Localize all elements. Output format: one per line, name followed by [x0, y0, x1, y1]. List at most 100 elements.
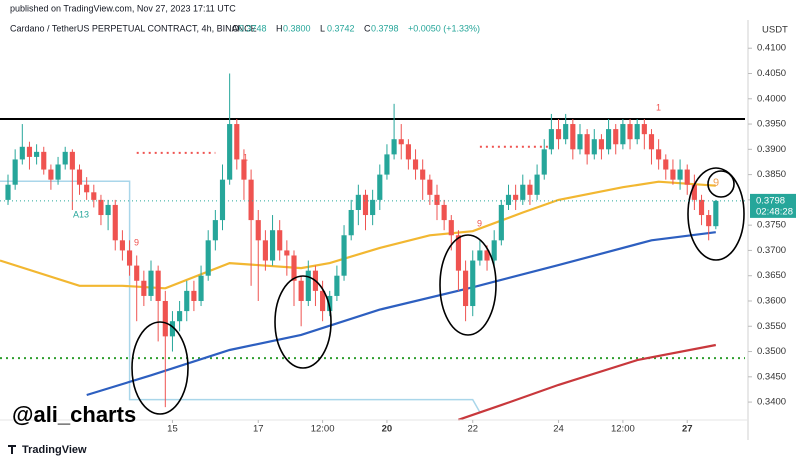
candle-body	[262, 240, 268, 261]
annotation: 9	[134, 237, 139, 247]
candle-body	[606, 129, 612, 150]
candle-body	[55, 164, 61, 180]
ohlc-change: +0.0050 (+1.33%)	[408, 23, 480, 33]
candle-body	[355, 194, 361, 210]
x-tick-label: 27	[682, 424, 693, 435]
ohlc-label: C	[364, 23, 371, 33]
x-tick-label: 20	[382, 424, 393, 435]
y-tick-label: 0.4050	[757, 68, 786, 79]
candle-body	[427, 179, 433, 195]
x-tick-label: 15	[167, 424, 178, 435]
candle-body	[684, 169, 690, 185]
candle-body	[541, 149, 547, 175]
candle-body	[434, 194, 440, 205]
candle-body	[327, 295, 333, 312]
highlight-circle	[687, 167, 745, 261]
candle-body	[505, 194, 512, 205]
candle-body	[91, 192, 97, 200]
last-price-tag	[750, 193, 796, 218]
x-tick-label: 12:00	[311, 424, 335, 435]
y-tick-label: 0.3650	[757, 270, 786, 281]
candle-body	[177, 311, 183, 322]
candle-body	[191, 290, 197, 301]
y-tick-label: 0.4000	[757, 93, 786, 104]
candle-body	[527, 184, 533, 195]
candle-body	[284, 250, 290, 256]
candle-body	[62, 151, 68, 165]
candle-body	[119, 240, 125, 251]
candle-body	[620, 124, 626, 145]
candle-body	[334, 275, 340, 296]
y-tick-label: 0.3600	[757, 295, 786, 306]
x-tick-label: 24	[553, 424, 564, 435]
candle-body	[584, 134, 590, 155]
candle-body	[706, 215, 712, 227]
annotation: 9	[477, 218, 482, 228]
candle-body	[69, 151, 75, 170]
published-note: published on TradingView.com, Nov 27, 20…	[10, 3, 236, 13]
overlay-line	[458, 343, 717, 421]
candle-body	[305, 270, 311, 301]
candle-body	[577, 134, 583, 150]
candle-body	[448, 220, 454, 236]
candle-body	[591, 139, 597, 155]
ohlc-value: 0.3800	[283, 23, 311, 33]
candle-body	[470, 260, 476, 307]
plot-area	[0, 73, 745, 421]
y-tick-label: 0.4100	[757, 43, 786, 54]
candle-body	[548, 129, 554, 150]
candle-body	[498, 204, 504, 241]
candle-body	[76, 169, 83, 185]
candle-body	[398, 139, 404, 145]
candle-body	[377, 174, 383, 200]
candle-body	[148, 270, 154, 296]
candle-body	[134, 265, 140, 281]
candle-body	[227, 124, 233, 180]
candle-body	[169, 321, 176, 337]
candle-body	[105, 204, 111, 216]
candle-body	[534, 174, 540, 195]
candle-body	[248, 179, 254, 221]
candle-body	[234, 124, 240, 160]
highlight-circle	[707, 170, 735, 198]
candle-body	[48, 169, 54, 180]
candle-body	[112, 204, 118, 241]
candle-body	[656, 149, 662, 160]
y-tick-label: 0.3450	[757, 371, 786, 382]
candle-body	[19, 146, 25, 160]
annotation: A13	[73, 209, 89, 219]
y-tick-label: 0.3950	[757, 119, 786, 130]
highlight-circle	[274, 275, 332, 369]
candle-body	[98, 199, 104, 216]
candle-body	[641, 124, 647, 135]
candle-body	[698, 199, 705, 216]
candle-body	[391, 139, 397, 155]
candle-body	[155, 270, 161, 301]
brand-logo	[8, 445, 16, 454]
y-tick-label: 0.3550	[757, 321, 786, 332]
candle-body	[26, 146, 33, 157]
candle-body	[563, 124, 569, 140]
candle-body	[405, 144, 411, 160]
candle-body	[412, 159, 419, 170]
last-price-label: 0.3798	[756, 195, 785, 206]
candle-body	[463, 270, 469, 307]
candle-body	[298, 280, 304, 301]
y-tick-label: 0.3900	[757, 144, 786, 155]
x-tick-label: 12:00	[611, 424, 635, 435]
candle-body	[12, 159, 18, 185]
candle-body	[570, 124, 576, 150]
candle-body	[520, 184, 526, 200]
symbol-title: Cardano / TetherUS PERPETUAL CONTRACT, 4…	[10, 23, 257, 33]
candle-body	[126, 250, 133, 266]
annotation: 1	[243, 152, 248, 162]
overlay-line	[86, 231, 716, 397]
ohlc-value: 0.3748	[239, 23, 267, 33]
ohlc-label: O	[232, 23, 239, 33]
candle-body	[255, 220, 261, 241]
candle-body	[670, 169, 676, 180]
candle-body	[455, 235, 462, 271]
candle-body	[555, 129, 562, 140]
candle-body	[477, 250, 483, 261]
